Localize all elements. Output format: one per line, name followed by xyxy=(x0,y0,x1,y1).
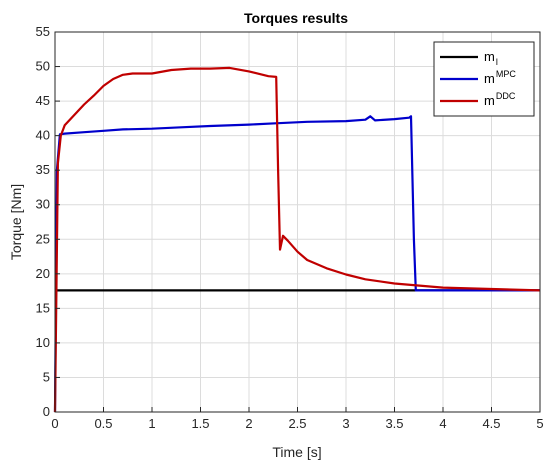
x-tick-label: 1.5 xyxy=(191,416,209,431)
chart-title: Torques results xyxy=(244,10,348,26)
x-tick-label: 0 xyxy=(51,416,58,431)
x-tick-label: 2.5 xyxy=(288,416,306,431)
ticks: 0 0.5 1 1.5 2 2.5 3 3.5 4 4.5 50510152025303540455… xyxy=(36,24,544,431)
y-tick-label: 35 xyxy=(36,162,50,177)
series-line-mpc xyxy=(53,115,540,413)
series-line-ddc xyxy=(53,66,541,413)
y-tick-label: 55 xyxy=(36,24,50,39)
y-tick-label: 50 xyxy=(36,59,50,74)
x-axis-label: Time [s] xyxy=(272,444,321,460)
y-tick-label: 20 xyxy=(36,266,50,281)
x-tick-label: 3.5 xyxy=(385,416,403,431)
y-tick-label: 25 xyxy=(36,231,50,246)
y-tick-label: 5 xyxy=(43,369,50,384)
y-tick-label: 10 xyxy=(36,335,50,350)
y-tick-label: 15 xyxy=(36,300,50,315)
y-tick-label: 30 xyxy=(36,197,50,212)
x-tick-label: 5 xyxy=(536,416,543,431)
legend-entry-l: ml xyxy=(484,49,498,67)
x-tick-label: 4.5 xyxy=(482,416,500,431)
x-tick-label: 3 xyxy=(342,416,349,431)
y-tick-label: 0 xyxy=(43,404,50,419)
x-tick-label: 2 xyxy=(245,416,252,431)
y-axis-label: Torque [Nm] xyxy=(8,184,24,260)
series-layer xyxy=(53,66,541,413)
x-tick-label: 0.5 xyxy=(94,416,112,431)
y-tick-label: 40 xyxy=(36,128,50,143)
x-tick-label: 1 xyxy=(148,416,155,431)
y-tick-label: 45 xyxy=(36,93,50,108)
x-tick-label: 4 xyxy=(439,416,446,431)
